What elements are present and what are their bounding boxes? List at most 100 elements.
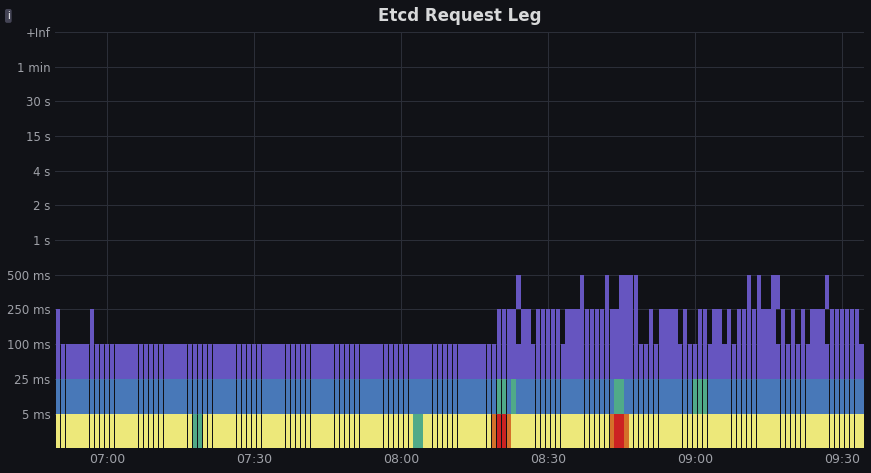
Bar: [830, 379, 834, 413]
Bar: [507, 379, 511, 413]
Bar: [536, 344, 540, 379]
Bar: [252, 344, 256, 379]
Bar: [276, 379, 280, 413]
Bar: [399, 379, 403, 413]
Bar: [61, 413, 65, 448]
Bar: [561, 379, 564, 413]
Bar: [712, 379, 717, 413]
Bar: [350, 344, 354, 379]
Bar: [860, 413, 864, 448]
Bar: [233, 413, 236, 448]
Bar: [149, 379, 153, 413]
Bar: [625, 379, 629, 413]
Bar: [345, 413, 349, 448]
Bar: [384, 344, 388, 379]
Bar: [227, 379, 232, 413]
Bar: [375, 413, 379, 448]
Bar: [571, 344, 575, 379]
Bar: [835, 309, 840, 344]
Bar: [727, 309, 732, 344]
Bar: [860, 379, 864, 413]
Bar: [565, 344, 570, 379]
Bar: [590, 309, 594, 344]
Bar: [129, 413, 133, 448]
Bar: [590, 344, 594, 379]
Bar: [595, 413, 599, 448]
Bar: [125, 413, 129, 448]
Bar: [664, 413, 668, 448]
Bar: [203, 413, 207, 448]
Bar: [698, 413, 702, 448]
Bar: [776, 413, 780, 448]
Bar: [610, 379, 614, 413]
Bar: [300, 379, 305, 413]
Bar: [119, 379, 124, 413]
Bar: [198, 413, 202, 448]
Bar: [242, 379, 246, 413]
Bar: [718, 379, 722, 413]
Bar: [536, 413, 540, 448]
Bar: [218, 379, 222, 413]
Bar: [442, 344, 447, 379]
Bar: [364, 379, 368, 413]
Bar: [375, 344, 379, 379]
Bar: [468, 344, 472, 379]
Bar: [600, 344, 604, 379]
Bar: [541, 309, 545, 344]
Bar: [571, 413, 575, 448]
Bar: [722, 379, 726, 413]
Bar: [649, 344, 653, 379]
Bar: [546, 413, 550, 448]
Bar: [286, 344, 290, 379]
Bar: [732, 379, 736, 413]
Bar: [854, 344, 859, 379]
Bar: [110, 413, 114, 448]
Bar: [246, 379, 251, 413]
Bar: [502, 413, 506, 448]
Bar: [830, 344, 834, 379]
Bar: [389, 413, 394, 448]
Bar: [85, 344, 90, 379]
Bar: [585, 309, 590, 344]
Bar: [698, 379, 702, 413]
Bar: [114, 413, 118, 448]
Bar: [276, 344, 280, 379]
Bar: [522, 413, 525, 448]
Bar: [757, 275, 761, 309]
Bar: [658, 413, 663, 448]
Bar: [354, 413, 359, 448]
Bar: [815, 413, 820, 448]
Bar: [227, 413, 232, 448]
Bar: [815, 379, 820, 413]
Bar: [345, 344, 349, 379]
Bar: [296, 344, 300, 379]
Bar: [438, 413, 442, 448]
Bar: [442, 413, 447, 448]
Bar: [482, 344, 486, 379]
Bar: [692, 379, 697, 413]
Bar: [496, 379, 501, 413]
Bar: [507, 413, 511, 448]
Bar: [179, 379, 183, 413]
Bar: [531, 379, 536, 413]
Bar: [531, 413, 536, 448]
Bar: [311, 344, 315, 379]
Bar: [61, 344, 65, 379]
Bar: [561, 344, 564, 379]
Bar: [541, 379, 545, 413]
Bar: [164, 413, 168, 448]
Bar: [835, 413, 840, 448]
Bar: [114, 344, 118, 379]
Bar: [468, 413, 472, 448]
Bar: [291, 379, 295, 413]
Bar: [825, 379, 829, 413]
Bar: [389, 344, 394, 379]
Bar: [173, 344, 178, 379]
Bar: [183, 344, 187, 379]
Bar: [679, 344, 683, 379]
Bar: [673, 309, 678, 344]
Bar: [321, 344, 325, 379]
Bar: [718, 344, 722, 379]
Bar: [639, 413, 643, 448]
Bar: [556, 413, 560, 448]
